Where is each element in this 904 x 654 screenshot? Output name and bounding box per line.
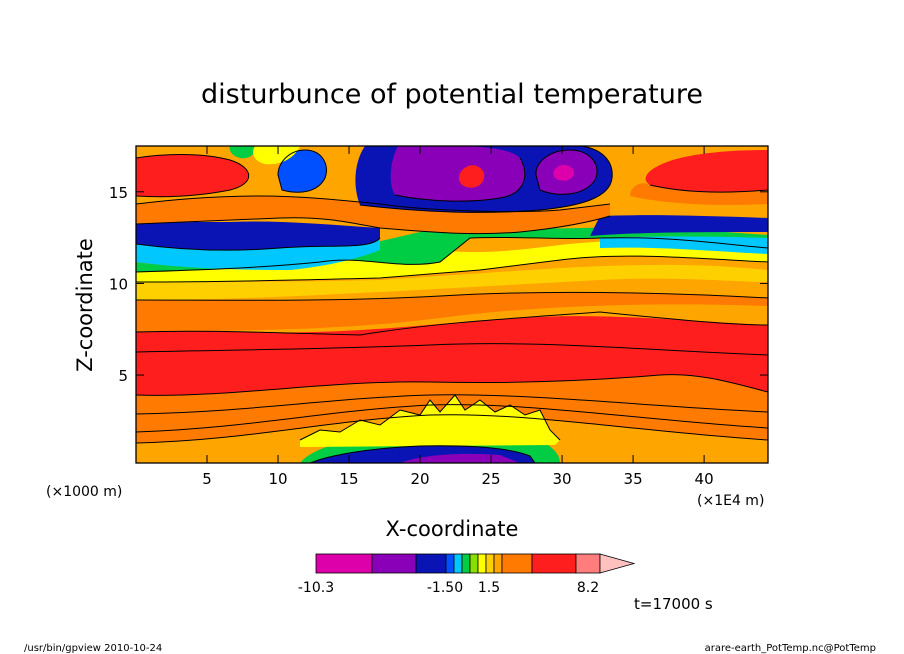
footer-left: /usr/bin/gpview 2010-10-24	[24, 643, 162, 654]
band-yellow	[136, 240, 768, 282]
y-tick-label: 15	[109, 184, 128, 202]
contour-lines	[136, 146, 768, 463]
band-orange-upper-left	[136, 196, 380, 228]
x-tick-label: 40	[695, 470, 714, 488]
colorbar-label-high: 8.2	[577, 580, 599, 596]
band-yellow-lower	[136, 264, 768, 300]
surface-yellow-spikes	[300, 395, 560, 447]
colorbar-label-mid-low: -1.50	[427, 580, 463, 596]
colorbar-segment	[415, 553, 447, 574]
surface-purple	[400, 453, 520, 463]
plot-frame: 5 10 15 20 25 30 35 40 5 10 15	[109, 145, 769, 488]
band-blue-tropopause	[136, 221, 380, 251]
footer-right: arare-earth_PotTemp.nc@PotTemp	[705, 643, 876, 654]
cell-red-upper-center	[458, 165, 485, 188]
colorbar	[315, 553, 636, 574]
colorbar-label-mid-high: 1.5	[478, 580, 500, 596]
y-ticks: 5 10 15	[109, 184, 768, 385]
cell-magenta	[553, 164, 575, 181]
x-tick-label: 20	[410, 470, 429, 488]
band-cyan-right	[600, 236, 768, 254]
colorbar-segment	[485, 553, 495, 574]
y-axis-label: Z-coordinate	[73, 238, 97, 372]
colorbar-arrow	[599, 553, 636, 574]
x-tick-label: 5	[202, 470, 212, 488]
chart-title: disturbunce of potential temperature	[201, 79, 703, 110]
band-upper-positive	[136, 292, 768, 332]
band-mid-maximum	[136, 316, 768, 396]
colorbar-label-low: -10.3	[298, 580, 334, 596]
cell-blue-upper-left	[278, 150, 327, 193]
y-unit-label: (×1000 m)	[46, 484, 122, 500]
colorbar-segment	[531, 553, 577, 574]
cell-red-upper-right	[645, 150, 768, 193]
colorbar-segment	[453, 553, 463, 574]
x-tick-label: 25	[482, 470, 501, 488]
colorbar-segment	[493, 553, 503, 574]
cell-green-top	[229, 146, 256, 159]
colorbar-segment	[477, 553, 487, 574]
colorbar-segment	[461, 553, 471, 574]
colorbar-segment	[575, 553, 601, 574]
x-axis-label: X-coordinate	[386, 517, 519, 541]
contour-field	[136, 146, 768, 463]
y-tick-label: 5	[118, 367, 128, 385]
cell-purple-upper-center	[390, 146, 525, 202]
x-tick-label: 30	[553, 470, 572, 488]
y-tick-label: 10	[109, 275, 128, 293]
colorbar-segment	[371, 553, 417, 574]
time-label: t=17000 s	[634, 595, 713, 613]
cell-red-upper-left	[136, 154, 249, 197]
colorbar-segment	[469, 553, 479, 574]
cell-orange-right	[630, 183, 768, 205]
x-unit-label: (×1E4 m)	[697, 493, 764, 509]
colorbar-segment	[445, 553, 455, 574]
cell-yellow-top	[253, 146, 300, 165]
colorbar-segment	[315, 553, 373, 574]
colorbar-segment	[501, 553, 533, 574]
x-tick-label: 35	[624, 470, 643, 488]
x-tick-label: 10	[268, 470, 287, 488]
x-tick-label: 15	[339, 470, 358, 488]
x-ticks: 5 10 15 20 25 30 35 40	[202, 146, 714, 488]
band-blue-right	[590, 215, 768, 236]
